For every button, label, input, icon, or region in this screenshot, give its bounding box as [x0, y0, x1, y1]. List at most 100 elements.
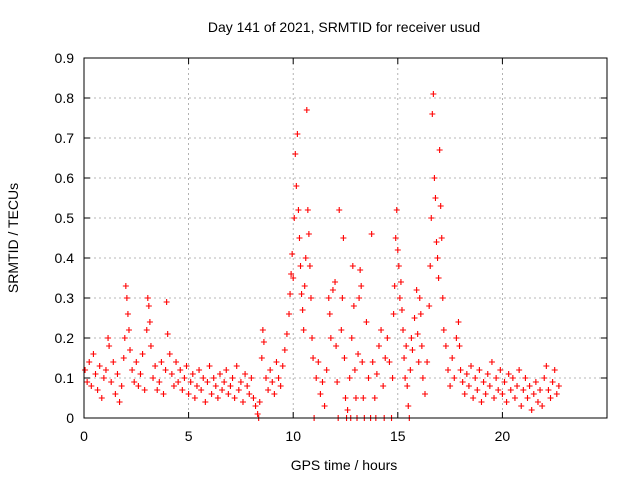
data-point: [298, 291, 305, 297]
data-point: [369, 359, 376, 365]
data-point: [340, 235, 347, 241]
data-point: [478, 399, 485, 405]
data-point: [439, 295, 446, 301]
data-point: [476, 367, 483, 373]
data-point: [214, 395, 221, 401]
data-point: [317, 391, 324, 397]
data-point: [456, 343, 463, 349]
data-point: [329, 287, 336, 293]
data-point: [154, 387, 161, 393]
data-point: [474, 387, 481, 393]
data-point: [291, 215, 298, 221]
data-point: [293, 183, 300, 189]
data-point: [196, 367, 203, 373]
data-point: [200, 375, 207, 381]
y-tick-label: 0.2: [55, 330, 75, 346]
data-point: [416, 295, 423, 301]
data-point: [395, 263, 402, 269]
data-point: [143, 327, 150, 333]
data-point: [470, 395, 477, 401]
data-point: [373, 371, 380, 377]
data-point: [455, 319, 462, 325]
data-point: [545, 387, 552, 393]
data-point: [551, 367, 558, 373]
data-point: [493, 375, 500, 381]
data-point: [342, 395, 349, 401]
data-point: [300, 327, 307, 333]
data-point: [378, 327, 385, 333]
data-point: [534, 399, 541, 405]
data-point: [299, 307, 306, 313]
data-point: [82, 367, 89, 373]
data-point: [235, 387, 242, 393]
data-point: [141, 387, 148, 393]
data-point: [491, 395, 498, 401]
data-point: [227, 383, 234, 389]
data-point: [123, 295, 130, 301]
data-point: [432, 195, 439, 201]
data-point: [323, 367, 330, 373]
data-point: [426, 303, 433, 309]
data-point: [212, 383, 219, 389]
data-point: [468, 363, 475, 369]
data-point: [442, 343, 449, 349]
data-point: [541, 375, 548, 381]
plot-frame: [83, 57, 608, 419]
data-point: [382, 355, 389, 361]
data-point: [131, 379, 138, 385]
data-point: [524, 395, 531, 401]
data-point: [267, 367, 274, 373]
data-point: [305, 231, 312, 237]
data-point: [449, 355, 456, 361]
data-point: [404, 383, 411, 389]
data-point: [223, 367, 230, 373]
data-point: [110, 359, 117, 365]
data-point: [231, 395, 238, 401]
data-point: [413, 287, 420, 293]
data-point: [505, 371, 512, 377]
data-point: [286, 311, 293, 317]
data-point: [431, 175, 438, 181]
data-point: [292, 151, 299, 157]
data-point: [457, 367, 464, 373]
data-point: [526, 383, 533, 389]
data-point: [303, 107, 310, 113]
x-tick-label: 15: [390, 428, 406, 444]
data-point: [365, 375, 372, 381]
data-point: [158, 359, 165, 365]
data-point: [390, 311, 397, 317]
axes: 0 0.1 0.2 0.3 0.4 0.5 0.6 0.7 0.8 0.9 0 5 10 15 20: [55, 50, 607, 444]
data-point: [480, 379, 487, 385]
data-point: [338, 327, 345, 333]
data-point: [294, 131, 301, 137]
data-point: [440, 327, 447, 333]
data-point: [380, 383, 387, 389]
data-point: [237, 379, 244, 385]
data-point: [391, 283, 398, 289]
data-point: [350, 303, 357, 309]
data-point: [219, 387, 226, 393]
data-point: [225, 391, 232, 397]
data-point: [202, 399, 209, 405]
data-point: [187, 379, 194, 385]
y-tick-label: 0.1: [55, 370, 75, 386]
data-point: [160, 391, 167, 397]
data-point: [346, 375, 353, 381]
data-point: [263, 375, 270, 381]
data-point: [397, 279, 404, 285]
data-point: [451, 375, 458, 381]
data-point: [520, 387, 527, 393]
data-point: [319, 379, 326, 385]
data-point: [357, 267, 364, 273]
data-point: [108, 379, 115, 385]
data-point: [254, 411, 261, 417]
data-point: [459, 379, 466, 385]
data-point: [497, 367, 504, 373]
data-point: [355, 351, 362, 357]
data-point: [398, 307, 405, 313]
data-point: [193, 383, 200, 389]
data-point: [419, 375, 426, 381]
data-point: [321, 403, 328, 409]
data-point: [125, 327, 132, 333]
x-axis-title: GPS time / hours: [291, 457, 398, 473]
